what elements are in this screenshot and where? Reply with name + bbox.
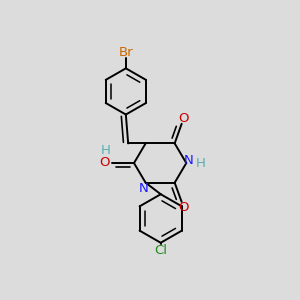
Text: N: N bbox=[138, 182, 148, 195]
Text: O: O bbox=[100, 156, 110, 169]
Text: H: H bbox=[195, 157, 205, 169]
Text: O: O bbox=[179, 201, 189, 214]
Text: N: N bbox=[184, 154, 194, 167]
Text: H: H bbox=[101, 144, 111, 157]
Text: Cl: Cl bbox=[154, 244, 167, 256]
Text: Br: Br bbox=[118, 46, 133, 59]
Text: O: O bbox=[179, 112, 189, 124]
